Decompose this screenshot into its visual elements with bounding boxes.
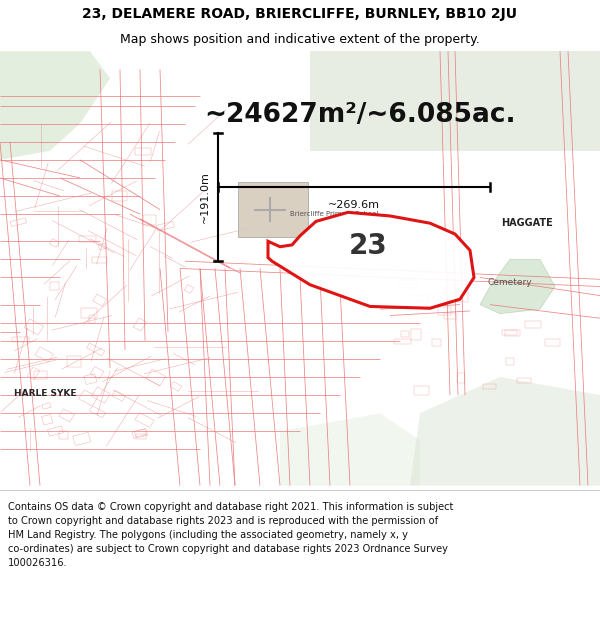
- Bar: [90, 367, 104, 379]
- Bar: [132, 429, 148, 438]
- Bar: [81, 308, 97, 318]
- Text: ~191.0m: ~191.0m: [200, 171, 210, 223]
- Bar: [59, 409, 74, 422]
- Bar: [505, 331, 520, 336]
- Polygon shape: [410, 377, 600, 486]
- Text: ~24627m²/~6.085ac.: ~24627m²/~6.085ac.: [204, 102, 516, 127]
- Bar: [49, 239, 59, 248]
- Bar: [47, 426, 64, 436]
- Text: HARLE SYKE: HARLE SYKE: [14, 389, 76, 398]
- Polygon shape: [480, 259, 555, 314]
- Bar: [506, 357, 514, 365]
- Bar: [91, 387, 110, 403]
- Bar: [432, 339, 440, 346]
- Bar: [92, 257, 107, 263]
- Bar: [10, 218, 27, 226]
- Bar: [415, 386, 429, 394]
- Bar: [92, 294, 107, 306]
- Bar: [34, 371, 47, 379]
- Text: HAGGATE: HAGGATE: [501, 218, 553, 228]
- Bar: [11, 336, 29, 342]
- Bar: [400, 280, 417, 288]
- Bar: [443, 312, 457, 319]
- Polygon shape: [310, 51, 600, 151]
- Bar: [67, 356, 81, 367]
- Bar: [59, 431, 68, 439]
- Bar: [73, 432, 91, 446]
- Bar: [445, 287, 457, 295]
- Bar: [50, 282, 59, 290]
- Bar: [483, 384, 496, 389]
- Bar: [35, 347, 53, 362]
- Bar: [416, 295, 430, 301]
- Bar: [457, 372, 465, 382]
- Bar: [42, 402, 51, 409]
- Bar: [156, 221, 174, 231]
- Bar: [437, 308, 451, 315]
- FancyBboxPatch shape: [238, 182, 308, 237]
- Bar: [112, 390, 125, 401]
- Bar: [135, 412, 154, 428]
- Bar: [133, 318, 146, 331]
- Bar: [84, 374, 97, 384]
- Bar: [89, 315, 95, 322]
- Text: Cemetery: Cemetery: [488, 278, 532, 286]
- Bar: [517, 378, 531, 383]
- Text: ~269.6m: ~269.6m: [328, 199, 380, 209]
- Text: 23, DELAMERE ROAD, BRIERCLIFFE, BURNLEY, BB10 2JU: 23, DELAMERE ROAD, BRIERCLIFFE, BURNLEY,…: [83, 8, 517, 21]
- Bar: [457, 292, 468, 302]
- Bar: [394, 339, 412, 344]
- Bar: [134, 429, 146, 437]
- Text: 23: 23: [349, 232, 388, 260]
- Bar: [410, 329, 421, 340]
- Bar: [444, 292, 459, 301]
- Polygon shape: [280, 413, 420, 486]
- Bar: [41, 414, 53, 425]
- Bar: [98, 243, 107, 250]
- Bar: [27, 367, 40, 379]
- Bar: [112, 191, 127, 201]
- Bar: [525, 321, 541, 328]
- Text: Briercliffe Primary School: Briercliffe Primary School: [290, 211, 379, 217]
- Bar: [89, 406, 106, 418]
- Polygon shape: [0, 51, 110, 160]
- Bar: [136, 434, 146, 439]
- Bar: [170, 382, 182, 391]
- Bar: [545, 339, 560, 346]
- Bar: [143, 216, 156, 225]
- Bar: [24, 319, 44, 335]
- Text: Map shows position and indicative extent of the property.: Map shows position and indicative extent…: [120, 34, 480, 46]
- Bar: [79, 390, 98, 406]
- Bar: [146, 369, 166, 386]
- Bar: [86, 343, 105, 356]
- Bar: [502, 329, 517, 336]
- Text: Contains OS data © Crown copyright and database right 2021. This information is : Contains OS data © Crown copyright and d…: [8, 503, 453, 568]
- Polygon shape: [268, 213, 474, 308]
- Bar: [79, 236, 96, 242]
- Bar: [134, 148, 151, 155]
- Bar: [401, 331, 409, 336]
- Bar: [184, 284, 194, 293]
